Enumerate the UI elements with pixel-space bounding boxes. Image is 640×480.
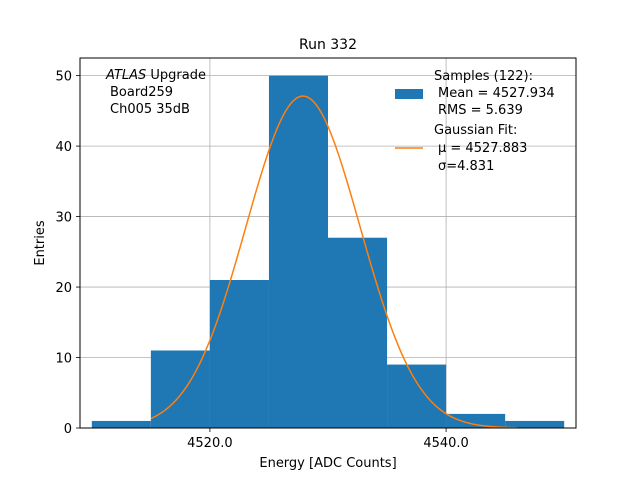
legend-samples-swatch <box>395 89 423 99</box>
histogram-bar-4 <box>328 237 388 428</box>
x-axis-ticks: 4520.0 4540.0 <box>187 428 469 451</box>
histogram-bar-7 <box>505 420 565 428</box>
y-tick-label-4: 40 <box>55 140 72 155</box>
y-tick-label-1: 10 <box>55 352 72 367</box>
legend-fit-sigma: σ=4.831 <box>438 159 494 174</box>
gaussian-fit-curve <box>150 95 517 429</box>
y-axis-label: Entries <box>33 220 48 266</box>
x-axis-label: Energy [ADC Counts] <box>259 456 396 471</box>
y-axis-ticks: 0 10 20 30 40 50 <box>55 70 80 437</box>
annotation-line-3: Ch005 35dB <box>110 102 190 117</box>
legend-samples-mean: Mean = 4527.934 <box>438 86 555 101</box>
histogram-bar-2 <box>209 280 269 428</box>
legend-samples-title: Samples (122): <box>434 69 533 84</box>
legend: Samples (122): Mean = 4527.934 RMS = 5.6… <box>395 69 555 174</box>
annotation-upgrade: Upgrade <box>146 68 206 83</box>
annotation-line-2: Board259 <box>110 85 173 100</box>
legend-fit-mu: μ = 4527.883 <box>438 141 527 156</box>
y-tick-label-2: 20 <box>55 281 72 296</box>
legend-fit-title: Gaussian Fit: <box>434 123 517 138</box>
histogram-bars <box>91 75 565 428</box>
histogram-bar-6 <box>446 413 506 428</box>
annotation-line-1: ATLAS Upgrade <box>105 68 206 83</box>
plot-frame <box>79 57 577 429</box>
y-tick-label-0: 0 <box>64 422 72 437</box>
y-tick-label-5: 50 <box>55 70 72 85</box>
histogram-bar-3 <box>268 75 328 428</box>
atlas-annotation: ATLAS Upgrade Board259 Ch005 35dB <box>105 68 206 117</box>
histogram-bar-0 <box>91 420 151 428</box>
x-tick-label-1: 4540.0 <box>423 436 469 451</box>
histogram-bar-5 <box>387 364 447 428</box>
legend-samples-rms: RMS = 5.639 <box>438 103 523 118</box>
annotation-atlas: ATLAS <box>105 68 146 83</box>
chart-title: Run 332 <box>299 37 357 53</box>
y-tick-label-3: 30 <box>55 211 72 226</box>
x-tick-label-0: 4520.0 <box>187 436 233 451</box>
